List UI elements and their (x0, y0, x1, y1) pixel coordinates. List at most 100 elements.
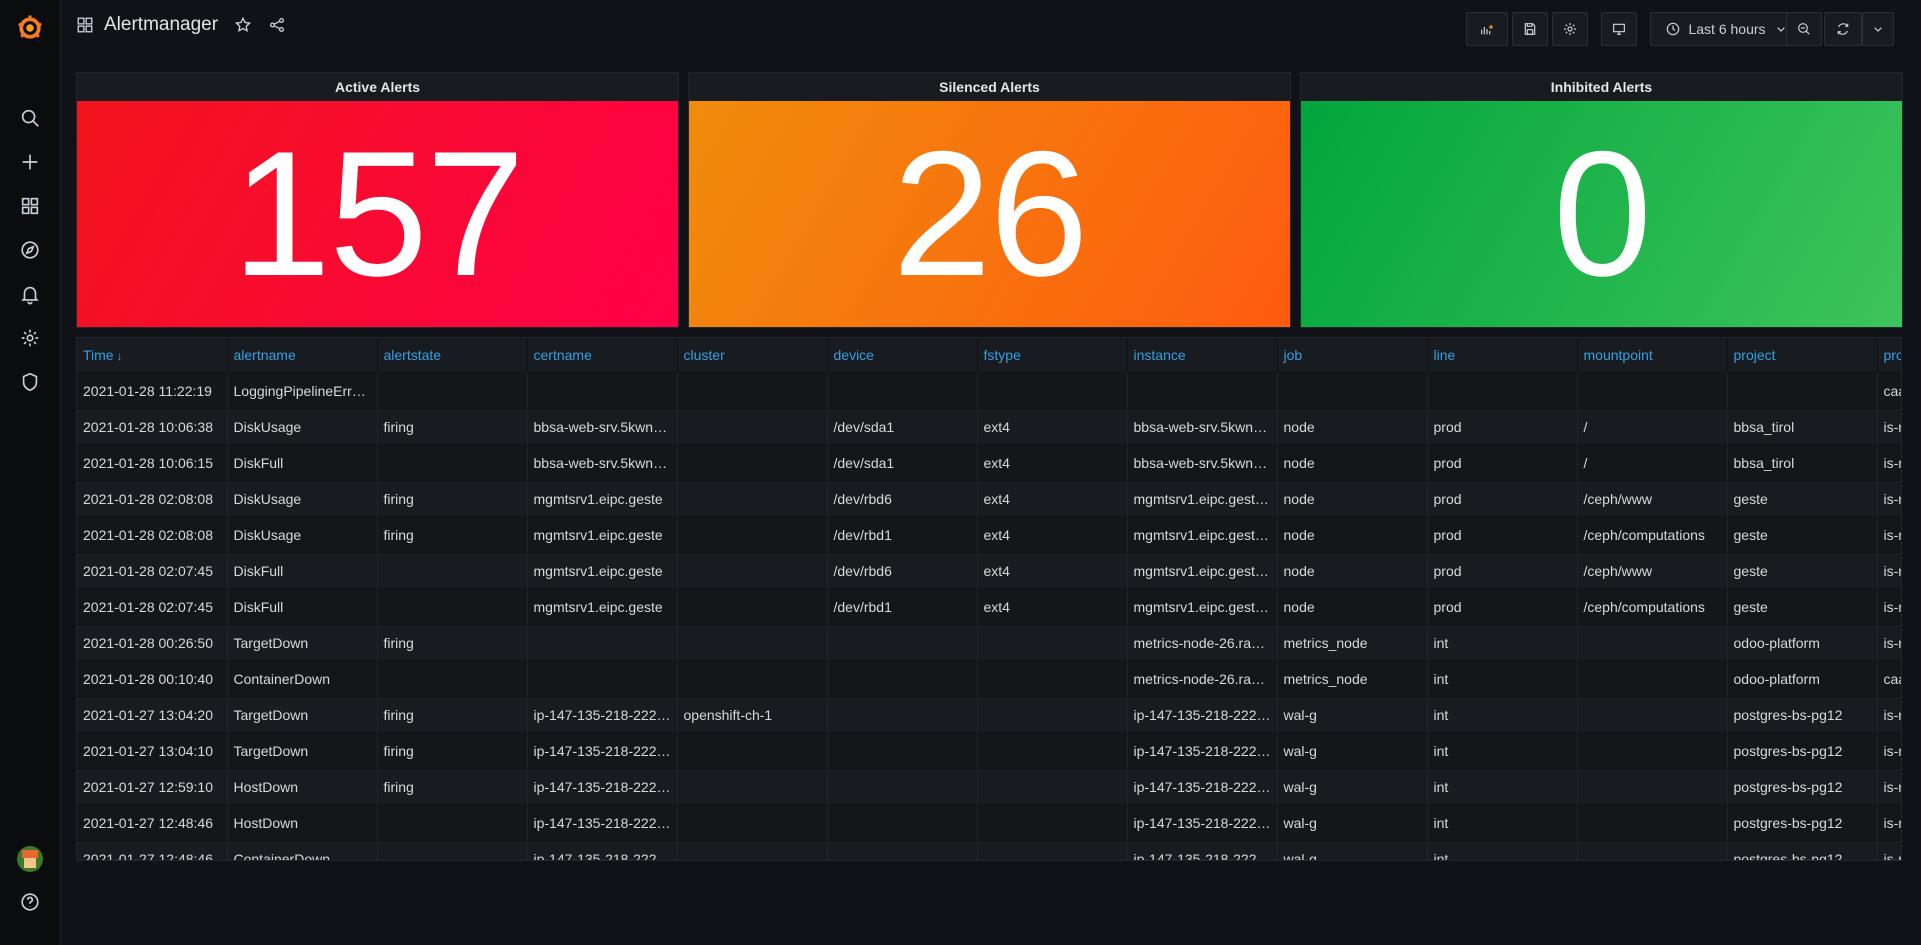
grafana-logo-icon[interactable] (14, 12, 46, 44)
table-cell: postgres-bs-pg12 (1727, 768, 1878, 805)
table-cell: TargetDown (227, 696, 378, 733)
table-cell: ext4 (977, 480, 1128, 517)
table-cell: 2021-01-28 02:07:45 (77, 552, 228, 589)
search-icon[interactable] (14, 102, 46, 134)
table-cell (377, 660, 528, 697)
dashboard-settings-button[interactable] (1552, 12, 1588, 46)
shield-icon[interactable] (14, 366, 46, 398)
table-cell: /dev/rbd6 (827, 552, 978, 589)
table-cell: ext4 (977, 552, 1128, 589)
time-range-picker[interactable]: Last 6 hours (1650, 12, 1804, 46)
table-cell: prod (1427, 552, 1578, 589)
column-header-certname[interactable]: certname (527, 338, 678, 373)
table-cell: int (1427, 804, 1578, 841)
table-cell: 2021-01-28 11:22:19 (77, 372, 228, 409)
table-cell (527, 372, 678, 409)
tv-mode-button[interactable] (1601, 12, 1637, 46)
table-cell (1577, 372, 1728, 409)
table-cell: odoo-platform (1727, 660, 1878, 697)
alerting-bell-icon[interactable] (14, 278, 46, 310)
column-header-fstype[interactable]: fstype (977, 338, 1128, 373)
chevron-down-icon (1776, 27, 1785, 32)
table-cell: is-r (1877, 408, 1901, 445)
table-cell: DiskUsage (227, 516, 378, 553)
table-cell: firing (377, 696, 528, 733)
column-header-pro[interactable]: pro (1877, 338, 1902, 373)
table-cell: bbsa_tirol (1727, 444, 1878, 481)
sort-descending-icon: ↓ (116, 349, 123, 363)
column-header-project[interactable]: project (1727, 338, 1878, 373)
table-cell: /ceph/computations (1577, 516, 1728, 553)
star-icon[interactable] (234, 16, 252, 34)
gear-icon[interactable] (14, 322, 46, 354)
table-row: 2021-01-28 02:08:08 DiskUsage firing mgmtsr… (77, 480, 1901, 517)
column-header-mountpoint[interactable]: mountpoint (1577, 338, 1728, 373)
user-avatar[interactable] (17, 846, 43, 872)
alerts-table: Time ↓ alertname alertstate certname cluster d… (77, 338, 1902, 860)
table-cell: metrics_node (1277, 624, 1428, 661)
table-cell: mgmtsrv1.eipc.gest… (1127, 552, 1278, 589)
refresh-button[interactable] (1824, 12, 1862, 46)
table-cell: postgres-bs-pg12 (1727, 732, 1878, 769)
table-cell: is-r (1877, 588, 1901, 625)
table-row: 2021-01-28 10:06:15 DiskFull bbsa-web-srv.… (77, 444, 1901, 481)
column-header-cluster[interactable]: cluster (677, 338, 828, 373)
table-cell: is-r (1877, 480, 1901, 517)
share-icon[interactable] (268, 16, 286, 34)
table-cell: ext4 (977, 408, 1128, 445)
table-cell: ip-147-135-218-222.… (1127, 696, 1278, 733)
table-cell: caa (1877, 372, 1901, 409)
panel-title[interactable]: Active Alerts (334, 79, 421, 95)
table-cell (827, 660, 978, 697)
stat-background: 0 (1301, 101, 1902, 327)
panel-title[interactable]: Silenced Alerts (939, 79, 1040, 95)
table-cell: node (1277, 588, 1428, 625)
column-header-job[interactable]: job (1277, 338, 1428, 373)
silenced-alerts-panel: Silenced Alerts 26 (688, 72, 1291, 328)
table-cell (677, 804, 828, 841)
table-cell (1577, 768, 1728, 805)
table-cell: node (1277, 516, 1428, 553)
table-cell (827, 732, 978, 769)
table-cell: DiskUsage (227, 480, 378, 517)
column-header-instance[interactable]: instance (1127, 338, 1278, 373)
silenced-alerts-value: 26 (892, 114, 1089, 313)
help-icon[interactable] (14, 886, 46, 918)
table-row: 2021-01-27 13:04:10 TargetDown firing ip-14… (77, 732, 1901, 769)
dashboard-title[interactable]: Alertmanager (104, 14, 219, 35)
table-cell (827, 624, 978, 661)
table-cell: firing (377, 516, 528, 553)
column-header-alertstate[interactable]: alertstate (377, 338, 528, 373)
explore-icon[interactable] (14, 234, 46, 266)
column-header-line[interactable]: line (1427, 338, 1578, 373)
table-cell: ContainerDown (227, 840, 378, 860)
table-cell: 2021-01-28 10:06:15 (77, 444, 228, 481)
table-cell: geste (1727, 516, 1878, 553)
table-cell (677, 660, 828, 697)
dashboards-icon[interactable] (14, 190, 46, 222)
add-panel-button[interactable] (1466, 12, 1508, 46)
plus-icon[interactable] (14, 146, 46, 178)
table-cell: /dev/rbd1 (827, 516, 978, 553)
table-cell: ip-147-135-218-222.… (1127, 840, 1278, 860)
table-row: 2021-01-28 00:10:40 ContainerDown metrics-… (77, 660, 1901, 697)
table-cell (1577, 624, 1728, 661)
column-header-label: pro (1883, 347, 1902, 363)
active-alerts-value: 157 (232, 114, 525, 313)
table-cell: is-r (1877, 768, 1901, 805)
column-header-time[interactable]: Time ↓ (77, 338, 228, 373)
table-cell: openshift-ch-1 (677, 696, 828, 733)
save-dashboard-button[interactable] (1512, 12, 1548, 46)
table-cell (377, 588, 528, 625)
sidebar (0, 0, 61, 945)
table-cell: geste (1727, 480, 1878, 517)
table-cell: wal-g (1277, 804, 1428, 841)
table-cell: 2021-01-27 12:59:10 (77, 768, 228, 805)
panel-title[interactable]: Inhibited Alerts (1550, 79, 1653, 95)
column-header-device[interactable]: device (827, 338, 978, 373)
table-cell: geste (1727, 588, 1878, 625)
refresh-interval-dropdown[interactable] (1862, 12, 1894, 46)
column-header-alertname[interactable]: alertname (227, 338, 378, 373)
table-cell: ip-147-135-218-222.… (1127, 732, 1278, 769)
zoom-out-button[interactable] (1786, 12, 1822, 46)
